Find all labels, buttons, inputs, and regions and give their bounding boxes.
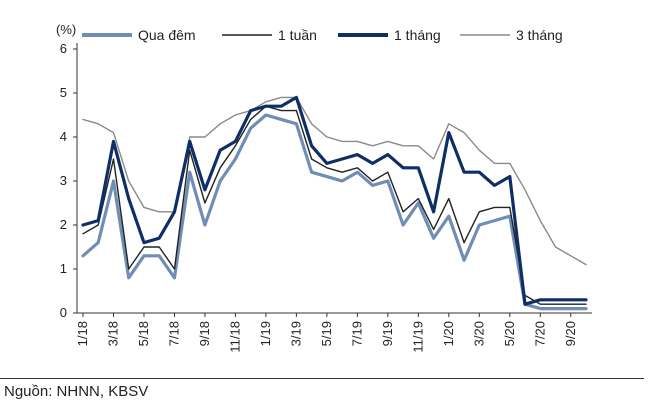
source-note: Nguồn: NHNN, KBSV: [4, 383, 149, 400]
x-tick-label: 9/20: [563, 321, 578, 346]
x-tick-label: 1/19: [258, 321, 273, 346]
x-tick-label: 1/18: [75, 321, 90, 346]
legend: Qua đêm 1 tuần 1 tháng 3 tháng: [82, 27, 563, 43]
x-tick-label: 9/18: [197, 321, 212, 346]
x-tick-label: 7/19: [349, 321, 364, 346]
x-tick-label: 11/19: [410, 321, 425, 353]
x-tick-label: 3/19: [288, 321, 303, 346]
series-line-3: [82, 96, 587, 266]
series-line-0: [81, 113, 588, 311]
y-unit-label: (%): [56, 22, 76, 37]
x-tick-label: 3/20: [471, 321, 486, 346]
x-tick-label: 11/18: [227, 321, 242, 353]
y-tick-label: 4: [60, 129, 67, 144]
x-tick-label: 5/19: [319, 321, 334, 346]
y-tick-label: 0: [60, 305, 67, 320]
line-chart: (%) Qua đêm 1 tuần 1 tháng 3 tháng 0 1 2 3 4 5 6 1…: [56, 22, 592, 353]
legend-label: Qua đêm: [138, 27, 196, 43]
series-line-2: [81, 95, 588, 306]
y-tick-label: 2: [60, 217, 67, 232]
y-tick-label: 3: [60, 173, 67, 188]
x-tick-label: 1/20: [441, 321, 456, 346]
y-tick-label: 5: [60, 85, 67, 100]
legend-label: 1 tuần: [278, 27, 317, 43]
x-tick-label: 3/18: [105, 321, 120, 346]
x-tick-label: 7/18: [166, 321, 181, 346]
source-divider: [0, 378, 644, 379]
x-tick-label: 5/18: [136, 321, 151, 346]
series-line-1: [82, 105, 587, 305]
legend-label: 1 tháng: [394, 27, 441, 43]
x-tick-label: 9/19: [380, 321, 395, 346]
plot-area: [81, 95, 588, 311]
axes: 0 1 2 3 4 5 6 1/18 3/18 5/18 7/18 9/18 11/18 1/19 3/19…: [60, 41, 592, 353]
x-tick-label: 7/20: [532, 321, 547, 346]
x-tick-label: 5/20: [502, 321, 517, 346]
legend-label: 3 tháng: [516, 27, 563, 43]
y-tick-label: 1: [60, 261, 67, 276]
y-tick-label: 6: [60, 41, 67, 56]
